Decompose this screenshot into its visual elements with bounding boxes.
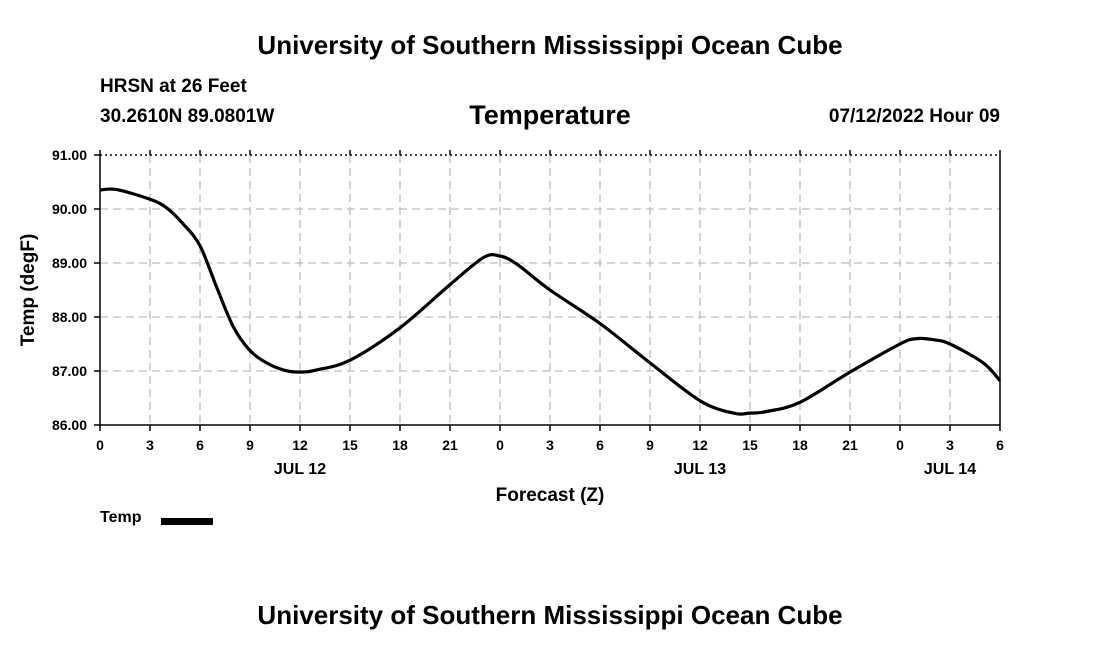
x-tick-label: 18 xyxy=(392,437,408,453)
chart-title: Temperature xyxy=(469,100,631,130)
x-tick-label: 6 xyxy=(596,437,604,453)
y-tick-label: 91.00 xyxy=(52,147,87,163)
legend-label: Temp xyxy=(100,509,142,526)
x-tick-label: 3 xyxy=(546,437,554,453)
x-tick-label: 18 xyxy=(792,437,808,453)
x-tick-label: 0 xyxy=(96,437,104,453)
x-tick-label: 3 xyxy=(946,437,954,453)
x-tick-label: 0 xyxy=(496,437,504,453)
x-tick-label: 9 xyxy=(646,437,654,453)
date-label: JUL 12 xyxy=(274,461,326,478)
x-tick-label: 9 xyxy=(246,437,254,453)
y-tick-label: 87.00 xyxy=(52,363,87,379)
footer-title: University of Southern Mississippi Ocean… xyxy=(257,600,843,630)
x-tick-label: 21 xyxy=(842,437,858,453)
x-axis-title: Forecast (Z) xyxy=(496,485,605,506)
page-title: University of Southern Mississippi Ocean… xyxy=(257,30,843,60)
x-tick-label: 12 xyxy=(692,437,708,453)
date-label: JUL 14 xyxy=(924,461,976,478)
x-tick-label: 6 xyxy=(196,437,204,453)
x-tick-label: 6 xyxy=(996,437,1004,453)
x-tick-label: 0 xyxy=(896,437,904,453)
coordinates-label: 30.2610N 89.0801W xyxy=(100,106,275,127)
series xyxy=(99,187,1002,416)
y-tick-label: 88.00 xyxy=(52,309,87,325)
y-tick-label: 90.00 xyxy=(52,201,87,217)
x-tick-label: 15 xyxy=(342,437,358,453)
x-tick-label: 3 xyxy=(146,437,154,453)
date-label: JUL 13 xyxy=(674,461,726,478)
y-tick-label: 86.00 xyxy=(52,417,87,433)
forecast-timestamp: 07/12/2022 Hour 09 xyxy=(828,106,1000,127)
tick-labels: 86.00 87.00 88.00 89.00 90.00 91.00 0 3 6 9 12 15 18… xyxy=(52,147,1004,478)
x-tick-label: 12 xyxy=(292,437,308,453)
x-tick-label: 21 xyxy=(442,437,458,453)
axes xyxy=(94,150,1001,431)
series-line-temp xyxy=(99,187,1002,416)
legend-line-swatch xyxy=(161,518,213,525)
y-axis-title: Temp (degF) xyxy=(18,234,39,347)
station-label: HRSN at 26 Feet xyxy=(100,76,247,97)
x-tick-label: 15 xyxy=(742,437,758,453)
y-tick-label: 89.00 xyxy=(52,255,87,271)
